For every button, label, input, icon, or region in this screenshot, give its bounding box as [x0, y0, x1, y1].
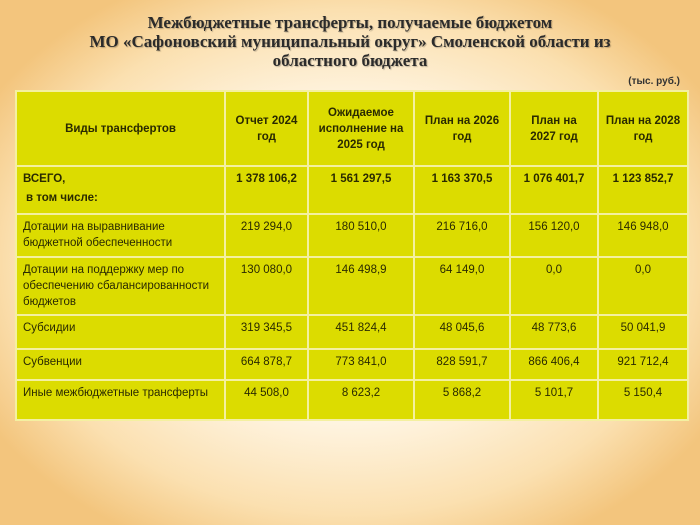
value-cell: 44 508,0 — [224, 379, 309, 421]
row-label-line: Субвенции — [23, 356, 82, 368]
header-cell: Виды трансфертов — [15, 90, 226, 167]
value-cell: 451 824,4 — [307, 314, 415, 350]
value-cell: 156 120,0 — [509, 213, 599, 258]
row-label: Субсидии — [15, 314, 226, 350]
value-cell: 219 294,0 — [224, 213, 309, 258]
value-cell: 8 623,2 — [307, 379, 415, 421]
row-label-line: в том числе: — [26, 192, 98, 204]
row-label-line: Иные межбюджетные трансферты — [23, 387, 209, 399]
value-cell: 130 080,0 — [224, 256, 309, 316]
row-label-line: Дотации на поддержку мер по обеспечению … — [23, 264, 210, 308]
value-cell: 1 163 370,5 — [413, 165, 511, 215]
total-row: ВСЕГО, в том числе: 1 378 106,2 1 561 297,5… — [15, 165, 689, 215]
value-cell: 180 510,0 — [307, 213, 415, 258]
row-label: Субвенции — [15, 348, 226, 381]
value-cell: 50 041,9 — [597, 314, 689, 350]
transfers-table: Виды трансфертов Отчет 2024 год Ожидаемо… — [15, 90, 689, 421]
value-cell: 146 498,9 — [307, 256, 415, 316]
value-cell: 64 149,0 — [413, 256, 511, 316]
value-cell: 0,0 — [597, 256, 689, 316]
row-label-line: ВСЕГО, — [23, 173, 66, 185]
value-cell: 921 712,4 — [597, 348, 689, 381]
value-cell: 5 868,2 — [413, 379, 511, 421]
header-cell: Отчет 2024 год — [224, 90, 309, 167]
value-cell: 0,0 — [509, 256, 599, 316]
value-cell: 319 345,5 — [224, 314, 309, 350]
table-row: Дотации на поддержку мер по обеспечению … — [15, 256, 689, 316]
title-line: МО «Сафоновский муниципальный округ» Смо… — [89, 32, 611, 51]
value-cell: 1 076 401,7 — [509, 165, 599, 215]
value-cell: 773 841,0 — [307, 348, 415, 381]
header-cell: План на 2027 год — [509, 90, 599, 167]
value-cell: 828 591,7 — [413, 348, 511, 381]
value-cell: 216 716,0 — [413, 213, 511, 258]
header-cell: Ожидаемое исполнение на 2025 год — [307, 90, 415, 167]
table-row: Иные межбюджетные трансферты 44 508,0 8 62… — [15, 379, 689, 421]
header-row: Виды трансфертов Отчет 2024 год Ожидаемо… — [15, 90, 689, 167]
row-label: Дотации на выравнивание бюджетной обеспе… — [15, 213, 226, 258]
header-cell: План на 2026 год — [413, 90, 511, 167]
row-label: Дотации на поддержку мер по обеспечению … — [15, 256, 226, 316]
row-label-line: Дотации на выравнивание бюджетной обеспе… — [23, 221, 173, 249]
value-cell: 1 378 106,2 — [224, 165, 309, 215]
value-cell: 146 948,0 — [597, 213, 689, 258]
value-cell: 1 561 297,5 — [307, 165, 415, 215]
value-cell: 866 406,4 — [509, 348, 599, 381]
row-label: ВСЕГО, в том числе: — [15, 165, 226, 215]
title-line: Межбюджетные трансферты, получаемые бюдж… — [147, 13, 553, 32]
table-row: Дотации на выравнивание бюджетной обеспе… — [15, 213, 689, 258]
units-label: (тыс. руб.) — [628, 76, 680, 87]
table-row: Субсидии 319 345,5 451 824,4 48 045,6 48 773… — [15, 314, 689, 350]
value-cell: 48 045,6 — [413, 314, 511, 350]
value-cell: 5 101,7 — [509, 379, 599, 421]
value-cell: 1 123 852,7 — [597, 165, 689, 215]
value-cell: 5 150,4 — [597, 379, 689, 421]
title-line: областного бюджета — [272, 51, 428, 70]
value-cell: 48 773,6 — [509, 314, 599, 350]
slide-title: Межбюджетные трансферты, получаемые бюдж… — [0, 13, 700, 70]
row-label: Иные межбюджетные трансферты — [15, 379, 226, 421]
header-cell: План на 2028 год — [597, 90, 689, 167]
value-cell: 664 878,7 — [224, 348, 309, 381]
table-row: Субвенции 664 878,7 773 841,0 828 591,7 866 … — [15, 348, 689, 381]
row-label-line: Субсидии — [23, 322, 76, 334]
